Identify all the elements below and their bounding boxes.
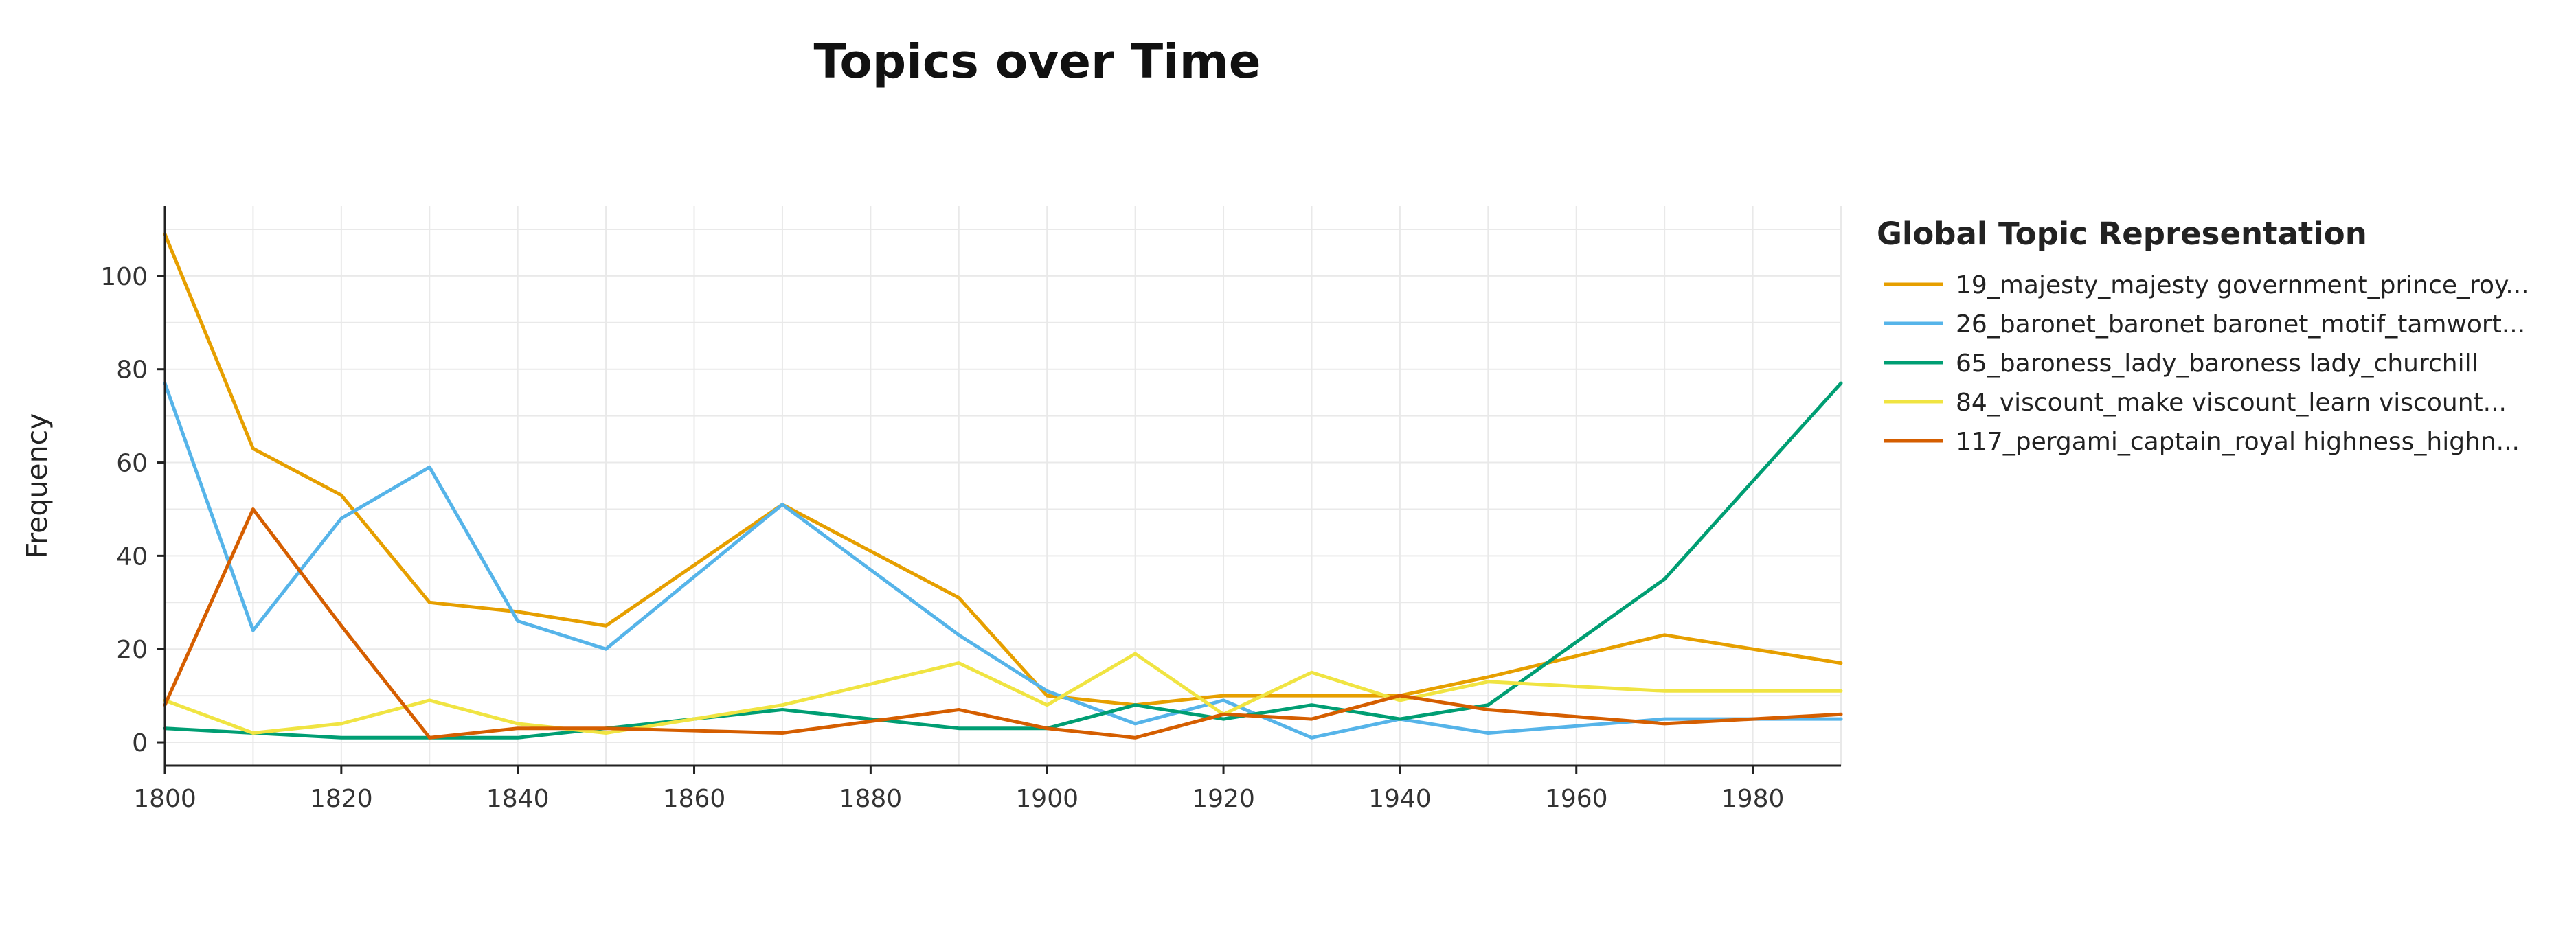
y-tick-label-20: 20 xyxy=(116,636,148,664)
series-line-4 xyxy=(163,652,1843,735)
series-line-5 xyxy=(163,507,1843,740)
series-line-2 xyxy=(163,381,1843,740)
legend-label-4: 84_viscount_make viscount_learn viscount… xyxy=(1956,389,2507,417)
axes xyxy=(157,206,1841,774)
x-tick-label-1860: 1860 xyxy=(663,785,726,813)
y-tick-label-0: 0 xyxy=(132,729,148,757)
grid xyxy=(165,206,1842,766)
tick-labels: 1800 1820 1840 1860 1880 1900 1920 1940 1960 1980… xyxy=(100,263,1784,813)
chart-title: Topics over Time xyxy=(814,34,1261,89)
x-tick-label-1820: 1820 xyxy=(310,785,373,813)
x-tick-label-1880: 1880 xyxy=(839,785,903,813)
x-tick-label-1980: 1980 xyxy=(1721,785,1785,813)
x-tick-label-1840: 1840 xyxy=(486,785,550,813)
x-tick-label-1800: 1800 xyxy=(133,785,196,813)
y-tick-label-40: 40 xyxy=(116,542,148,571)
y-tick-label-80: 80 xyxy=(116,356,148,385)
x-tick-label-1900: 1900 xyxy=(1015,785,1078,813)
x-tick-label-1920: 1920 xyxy=(1192,785,1255,813)
legend-label-5: 117_pergami_captain_royal highness_highn… xyxy=(1956,428,2520,456)
y-tick-label-100: 100 xyxy=(100,263,148,291)
y-axis-title: Frequency xyxy=(21,413,54,559)
series-line-3 xyxy=(163,381,1843,740)
legend-label-3: 65_baroness_lady_baroness lady_churchill xyxy=(1956,350,2478,378)
x-tick-label-1940: 1940 xyxy=(1368,785,1432,813)
legend: Global Topic Representation 19_majesty_m… xyxy=(1877,216,2529,456)
series-line-1 xyxy=(163,232,1843,707)
x-tick-label-1960: 1960 xyxy=(1545,785,1608,813)
y-tick-label-60: 60 xyxy=(116,450,148,478)
legend-label-2: 26_baronet_baronet baronet_motif_tamwort… xyxy=(1956,310,2525,339)
series-lines xyxy=(163,232,1843,740)
legend-title: Global Topic Representation xyxy=(1877,216,2367,252)
legend-label-1: 19_majesty_majesty government_prince_roy… xyxy=(1956,271,2529,299)
